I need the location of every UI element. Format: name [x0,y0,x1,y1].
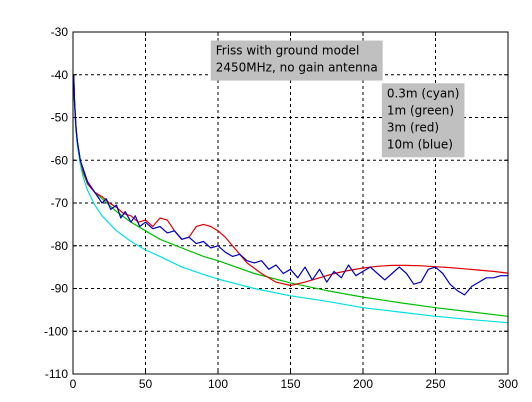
x-tick-label: 150 [280,377,300,391]
annotation-text: 2450MHz, no gain antenna [216,61,378,75]
annotation-box-1: 0.3m (cyan) 1m (green) 3m (red) 10m (blue) [381,83,465,158]
annotation-text: 1m (green) [387,103,454,117]
y-tick-label: -30 [51,25,69,39]
y-tick-label: -80 [51,239,69,253]
series-line-0 [73,74,509,324]
y-tick-label: -100 [44,324,68,338]
y-tick-label: -110 [45,367,68,381]
x-tick-label: 100 [208,377,228,391]
axis-ticks: 0 50 100 150 200 250 300 -30 -40 -50 -60 -70 -80 -90 -… [44,25,518,391]
annotations: Friss with ground model 2450MHz, no gain … [210,40,465,158]
annotation-text: 0.3m (cyan) [387,86,460,100]
annotation-box-0: Friss with ground model 2450MHz, no gain … [210,40,383,81]
annotation-text: 10m (blue) [387,137,453,151]
x-tick-label: 250 [425,377,445,391]
x-tick-label: 300 [498,377,518,391]
y-tick-label: -40 [51,68,69,82]
annotation-text: 3m (red) [387,120,439,134]
annotation-background [210,40,383,81]
annotation-background [381,83,465,158]
annotation-text: Friss with ground model [216,44,360,58]
x-tick-label: 50 [139,377,153,391]
x-tick-label: 200 [353,377,373,391]
y-tick-label: -60 [51,153,69,167]
y-tick-label: -90 [51,282,69,296]
y-tick-label: -50 [51,111,69,125]
series-layer [73,74,509,324]
y-tick-label: -70 [51,196,69,210]
series-line-3 [73,74,508,296]
x-tick-label: 0 [70,377,77,391]
series-line-2 [73,74,509,287]
